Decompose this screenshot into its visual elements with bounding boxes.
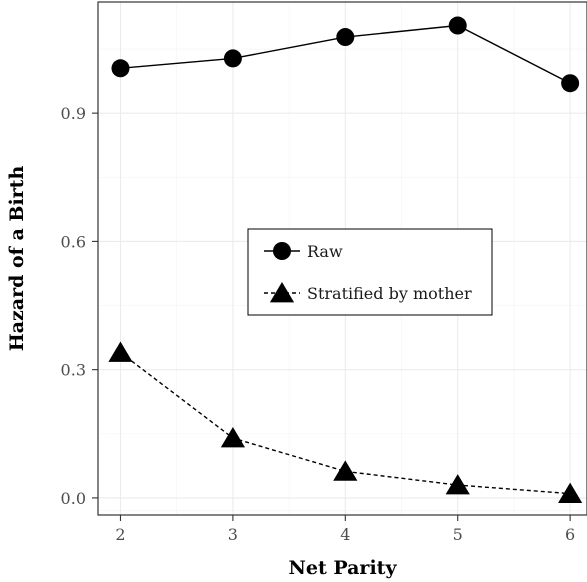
plot-panel-border: [97, 1, 587, 516]
data-point-circle: [448, 16, 467, 35]
y-tick-label: 0.3: [61, 361, 86, 380]
x-tick-label: 4: [340, 525, 350, 544]
data-point-triangle: [445, 474, 470, 495]
data-point-triangle: [333, 460, 358, 481]
data-point-circle: [336, 28, 355, 47]
y-axis-title: Hazard of a Birth: [6, 166, 28, 352]
axis-layer: 2 3 4 5 6 0.0 0.3 0.6 0.9: [61, 104, 576, 544]
x-axis-title: Net Parity: [289, 557, 398, 579]
series-raw: [111, 16, 580, 93]
x-tick-label: 2: [115, 525, 125, 544]
legend-key-circle: [273, 242, 291, 260]
legend: Raw Stratified by mother: [247, 228, 493, 316]
y-tick-label: 0.0: [61, 489, 86, 508]
series-stratified: [108, 341, 583, 503]
legend-label: Stratified by mother: [307, 284, 472, 303]
y-tick-label: 0.6: [61, 232, 86, 251]
x-tick-label: 3: [228, 525, 238, 544]
series-line: [120, 351, 571, 495]
y-tick-label: 0.9: [61, 104, 86, 123]
x-tick-label: 5: [453, 525, 463, 544]
legend-key-triangle: [269, 282, 295, 303]
series-layer: [108, 16, 583, 503]
data-point-circle: [223, 49, 242, 68]
legend-item: Raw: [264, 242, 343, 261]
data-point-triangle: [108, 341, 133, 362]
x-tick-label: 6: [565, 525, 575, 544]
legend-item: Stratified by mother: [264, 282, 472, 303]
data-point-circle: [561, 74, 580, 93]
legend-label: Raw: [307, 242, 343, 261]
data-point-circle: [111, 59, 130, 78]
data-point-triangle: [220, 427, 245, 448]
data-point-triangle: [558, 482, 583, 503]
